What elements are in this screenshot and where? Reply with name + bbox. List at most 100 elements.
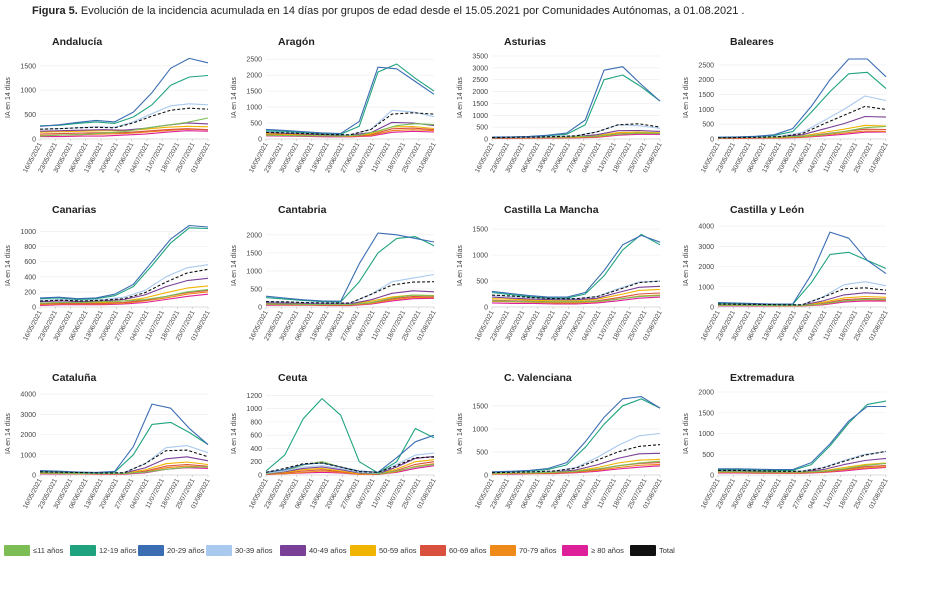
y-tick-label: 600 <box>24 259 36 266</box>
series-line-total <box>717 287 887 306</box>
series-line-total <box>39 268 209 302</box>
chart-title: Canarias <box>52 204 97 216</box>
y-tick-label: 0 <box>32 137 36 144</box>
legend-item-a5059: 50-59 años <box>350 543 417 557</box>
y-tick-label: 800 <box>250 419 262 426</box>
y-axis-label: IA en 14 días <box>683 245 690 286</box>
y-tick-label: 1500 <box>698 92 714 99</box>
y-tick-label: 1000 <box>472 253 488 260</box>
series-line-a2029 <box>39 224 209 300</box>
chart-title: Cantabria <box>278 204 327 216</box>
legend-swatch <box>420 544 446 556</box>
y-tick-label: 2500 <box>698 62 714 69</box>
y-tick-label: 1000 <box>472 426 488 433</box>
series-line-total <box>491 123 661 139</box>
series-line-ge80 <box>491 296 661 305</box>
series-line-a2029 <box>717 58 887 138</box>
series-line-a2029 <box>39 403 209 473</box>
series-line-a4049 <box>265 290 435 305</box>
y-tick-label: 4000 <box>698 224 714 231</box>
chart-title: Andalucía <box>52 36 102 48</box>
series-line-a1219 <box>265 236 435 303</box>
y-tick-label: 0 <box>258 473 262 480</box>
y-axis-label: IA en 14 días <box>457 77 464 118</box>
legend-swatch <box>490 544 516 556</box>
series-line-total <box>491 280 661 300</box>
y-tick-label: 800 <box>24 244 36 251</box>
y-tick-label: 0 <box>258 305 262 312</box>
series-line-ge80 <box>40 130 209 138</box>
y-tick-label: 0 <box>484 473 488 480</box>
legend-swatch <box>206 544 232 556</box>
y-tick-label: 2000 <box>472 89 488 96</box>
series-line-total <box>265 112 435 136</box>
y-tick-label: 2500 <box>472 77 488 84</box>
legend-label: ≥ 80 años <box>591 545 624 555</box>
y-tick-label: 3500 <box>472 54 488 61</box>
y-tick-label: 1000 <box>246 268 262 275</box>
series-line-a2029 <box>491 234 661 298</box>
series-line-total <box>39 107 209 130</box>
series-line-a2029 <box>717 231 887 305</box>
y-tick-label: 1000 <box>246 105 262 112</box>
series-line-a2029 <box>265 232 435 302</box>
series-line-a5059 <box>491 288 661 302</box>
y-tick-label: 1000 <box>20 88 36 95</box>
y-tick-label: 0 <box>484 305 488 312</box>
y-tick-label: 3000 <box>472 65 488 72</box>
legend-label: 60-69 años <box>449 545 487 555</box>
series-line-a2029 <box>718 405 886 471</box>
y-tick-label: 4000 <box>20 392 36 399</box>
series-line-a6069 <box>39 128 209 135</box>
series-line-a1219 <box>265 398 435 474</box>
legend-label: 12-19 años <box>99 545 137 555</box>
figure-title: Figura 5. Evolución de la incidencia acu… <box>32 5 744 17</box>
y-tick-label: 1500 <box>472 403 488 410</box>
legend-label: 20-29 años <box>167 545 205 555</box>
y-axis-label: IA en 14 días <box>231 245 238 286</box>
chart-extremadura: Extremadura IA en 14 días 0 500 1000 1500 2000… <box>683 372 890 510</box>
legend-label: 50-59 años <box>379 545 417 555</box>
y-tick-label: 0 <box>710 137 714 144</box>
legend-swatch <box>280 544 306 556</box>
legend-item-le11: ≤11 años <box>4 543 63 557</box>
y-tick-label: 500 <box>250 121 262 128</box>
series-line-a3039 <box>265 273 435 304</box>
legend-swatch <box>350 544 376 556</box>
y-axis-label: IA en 14 días <box>231 413 238 454</box>
y-tick-label: 2500 <box>246 57 262 64</box>
chart-title: Aragón <box>278 36 315 48</box>
y-tick-label: 0 <box>32 305 36 312</box>
y-tick-label: 500 <box>476 125 488 132</box>
legend-swatch <box>630 544 656 556</box>
y-tick-label: 500 <box>702 452 714 459</box>
y-tick-label: 2000 <box>698 77 714 84</box>
legend-label: ≤11 años <box>33 545 64 555</box>
series-line-a2029 <box>491 66 661 138</box>
y-tick-label: 1000 <box>698 431 714 438</box>
y-tick-label: 1500 <box>20 63 36 70</box>
series-line-a1219 <box>39 227 209 301</box>
y-tick-label: 1000 <box>698 284 714 291</box>
legend-item-a4049: 40-49 años <box>280 543 347 557</box>
legend-label: 70-79 años <box>519 545 557 555</box>
y-tick-label: 600 <box>250 433 262 440</box>
chart-title: Castilla La Mancha <box>504 204 599 216</box>
figure-caption: Evolución de la incidencia acumulada en … <box>80 5 745 17</box>
series-line-a7079 <box>39 291 209 306</box>
y-tick-label: 0 <box>32 473 36 480</box>
y-axis-label: IA en 14 días <box>231 77 238 118</box>
y-tick-label: 200 <box>24 289 36 296</box>
series-line-le11 <box>39 466 209 474</box>
legend-swatch <box>138 544 164 556</box>
chart-title: C. Valenciana <box>504 372 572 384</box>
y-tick-label: 3000 <box>20 412 36 419</box>
y-tick-label: 500 <box>476 279 488 286</box>
y-tick-label: 2000 <box>698 264 714 271</box>
y-tick-label: 2000 <box>246 232 262 239</box>
series-line-le11 <box>39 289 209 304</box>
